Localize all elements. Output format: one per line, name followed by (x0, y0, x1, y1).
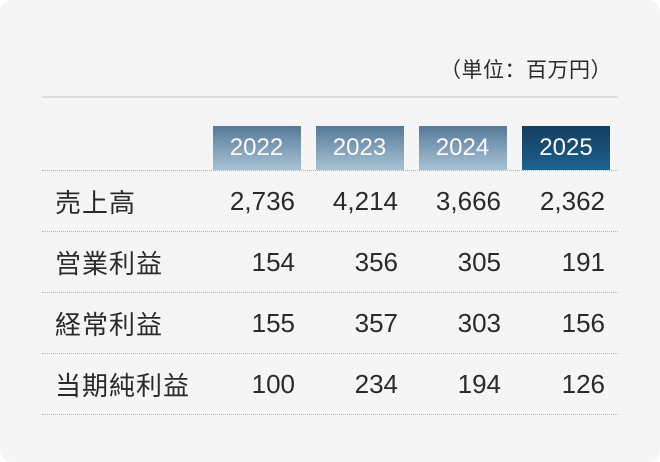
row-label-net-income: 当期純利益 (55, 370, 191, 401)
year-chip-2023: 2023 (315, 126, 404, 170)
row-label-revenue: 売上高 (55, 187, 137, 218)
value-revenue-2025: 2,362 (539, 185, 605, 216)
year-header-cell-2022: 2022 (205, 98, 308, 170)
table-row-net-income: 当期純利益 100 234 194 126 (42, 354, 618, 415)
unit-note: （単位：百万円） (440, 59, 612, 82)
value-ordinary-profit-2022: 155 (251, 307, 295, 338)
row-label-operating-profit: 営業利益 (55, 248, 164, 279)
table-header-row: 2022 2023 2024 2025 (42, 98, 618, 171)
table-row-operating-profit: 営業利益 154 356 305 191 (42, 232, 618, 293)
value-ordinary-profit-2025: 156 (561, 307, 605, 338)
table-row-ordinary-profit: 経常利益 155 357 303 156 (42, 293, 618, 354)
year-header-cell-2023: 2023 (308, 98, 411, 170)
year-chip-2022: 2022 (212, 126, 301, 170)
value-ordinary-profit-2023: 357 (354, 307, 398, 338)
value-revenue-2024: 3,666 (435, 185, 501, 216)
year-header-cell-2025: 2025 (514, 98, 618, 170)
value-net-income-2024: 194 (457, 368, 501, 399)
year-chip-2024: 2024 (418, 126, 507, 170)
value-operating-profit-2023: 356 (354, 246, 398, 277)
table-row-revenue: 売上高 2,736 4,214 3,666 2,362 (42, 171, 618, 232)
value-revenue-2023: 4,214 (332, 185, 398, 216)
value-ordinary-profit-2024: 303 (457, 307, 501, 338)
value-net-income-2025: 126 (561, 368, 605, 399)
value-operating-profit-2022: 154 (251, 246, 295, 277)
value-revenue-2022: 2,736 (229, 185, 295, 216)
header-spacer-cell (42, 98, 205, 170)
value-operating-profit-2025: 191 (561, 246, 605, 277)
value-net-income-2022: 100 (251, 368, 295, 399)
financial-table: 2022 2023 2024 2025 売上高 2,736 4,214 3,66… (42, 96, 618, 415)
value-operating-profit-2024: 305 (457, 246, 501, 277)
row-label-ordinary-profit: 経常利益 (55, 309, 164, 340)
year-chip-2025-current: 2025 (522, 126, 610, 170)
value-net-income-2023: 234 (354, 368, 398, 399)
year-header-cell-2024: 2024 (411, 98, 514, 170)
